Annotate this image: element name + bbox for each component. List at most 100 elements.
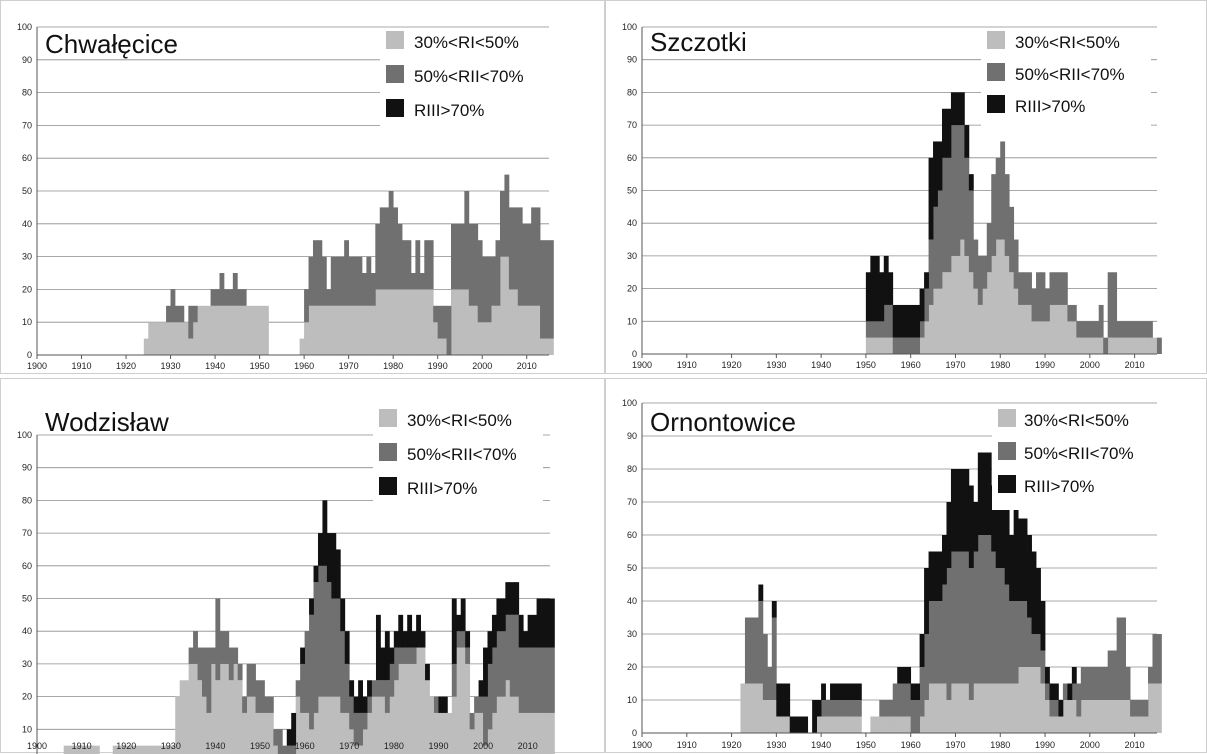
- bar-segment: [335, 305, 341, 355]
- bar-segment: [1022, 304, 1028, 354]
- bar-segment: [955, 255, 961, 354]
- bar-segment: [865, 321, 871, 338]
- bar-segment: [393, 680, 399, 754]
- bar-segment: [491, 614, 497, 648]
- bar-segment: [393, 631, 399, 648]
- bar-segment: [834, 700, 840, 717]
- x-tick-label: 2010: [517, 361, 537, 371]
- bar-segment: [532, 647, 537, 713]
- x-tick-label: 1910: [677, 740, 697, 750]
- y-tick-label: 60: [22, 153, 32, 163]
- bar-segment: [821, 683, 826, 700]
- x-tick-label: 1970: [945, 360, 965, 370]
- legend-label-riii: RIII>70%: [407, 479, 477, 498]
- bar-segment: [353, 712, 359, 746]
- bar-segment: [1027, 667, 1032, 733]
- bar-segment: [758, 601, 764, 684]
- bar-segment: [353, 256, 358, 306]
- bar-segment: [924, 272, 929, 289]
- bar-segment: [1156, 634, 1162, 684]
- y-tick-label: 20: [627, 662, 637, 672]
- y-tick-label: 30: [627, 629, 637, 639]
- bar-segment: [228, 305, 234, 355]
- bar-segment: [1004, 683, 1010, 733]
- bar-segment: [1018, 667, 1024, 733]
- bar-segment: [193, 631, 198, 664]
- bar-segment: [933, 288, 938, 354]
- bar-segment: [170, 289, 176, 323]
- bar-segment: [941, 584, 947, 684]
- bar-segment: [1076, 337, 1082, 354]
- bar-segment: [1058, 272, 1064, 305]
- bar-segment: [313, 582, 319, 713]
- bar-segment: [1103, 700, 1109, 733]
- bar-segment: [1044, 667, 1050, 684]
- bar-segment: [879, 716, 885, 733]
- x-tick-label: 1970: [339, 361, 359, 371]
- bar-segment: [1049, 700, 1055, 717]
- bar-segment: [924, 288, 929, 322]
- bar-segment: [197, 647, 203, 681]
- x-tick-label: 1960: [295, 741, 315, 751]
- bar-segment: [924, 634, 929, 700]
- bar-segment: [1018, 304, 1024, 354]
- bar-segment: [816, 716, 822, 733]
- bar-segment: [397, 223, 403, 290]
- bar-segment: [362, 712, 368, 730]
- bar-segment: [968, 190, 974, 273]
- chart-panel-chwalecice: 0 10 20 30 40 50 60 70 80 90 100 1900 1910 1920 1930 19…: [0, 0, 605, 374]
- bar-segment: [1018, 272, 1024, 305]
- x-tick-label: 2010: [1125, 360, 1145, 370]
- bar-segment: [1143, 321, 1149, 338]
- bar-segment: [762, 700, 768, 733]
- bar-segment: [330, 256, 336, 306]
- bar-segment: [300, 647, 306, 664]
- y-tick-label: 100: [17, 430, 32, 440]
- bar-segment: [928, 157, 934, 240]
- bar-segment: [166, 305, 171, 323]
- bar-segment: [523, 647, 529, 713]
- y-tick-label: 80: [627, 464, 637, 474]
- bar-segment: [1027, 535, 1032, 618]
- bar-segment: [535, 207, 541, 306]
- bar-segment: [523, 631, 529, 648]
- bar-segment: [139, 745, 145, 754]
- bar-segment: [228, 289, 234, 306]
- x-tick-label: 1990: [428, 361, 448, 371]
- y-tick-label: 40: [22, 219, 32, 229]
- bar-segment: [410, 289, 416, 355]
- bar-segment: [1013, 502, 1019, 601]
- bar-segment: [451, 696, 457, 754]
- bar-segment: [425, 680, 430, 754]
- x-tick-label: 1980: [384, 741, 404, 751]
- bar-segment: [1107, 272, 1113, 338]
- bar-segment: [838, 683, 844, 700]
- x-tick-label: 1940: [205, 741, 225, 751]
- bar-segment: [545, 712, 551, 754]
- bar-segment: [1080, 667, 1086, 700]
- x-tick-label: 1960: [294, 361, 314, 371]
- bar-segment: [1071, 321, 1077, 354]
- bar-segment: [438, 712, 444, 754]
- bar-segment: [919, 337, 925, 354]
- bar-segment: [843, 700, 849, 717]
- bar-segment: [514, 696, 520, 754]
- bar-segment: [513, 207, 519, 290]
- bar-segment: [304, 289, 309, 323]
- bar-segment: [398, 614, 404, 648]
- bar-segment: [1134, 700, 1140, 717]
- bar-segment: [1022, 518, 1028, 601]
- bar-segment: [834, 716, 840, 733]
- bar-segment: [753, 683, 759, 733]
- bar-segment: [353, 305, 358, 355]
- bar-segment: [1004, 174, 1010, 256]
- bar-segment: [1130, 716, 1135, 733]
- bar-segment: [514, 582, 520, 615]
- bar-segment: [416, 614, 421, 648]
- bar-segment: [946, 700, 952, 733]
- bar-segment: [941, 683, 947, 733]
- bar-segment: [424, 289, 430, 355]
- bar-segment: [964, 255, 970, 354]
- bar-segment: [906, 304, 912, 338]
- bar-segment: [273, 729, 279, 746]
